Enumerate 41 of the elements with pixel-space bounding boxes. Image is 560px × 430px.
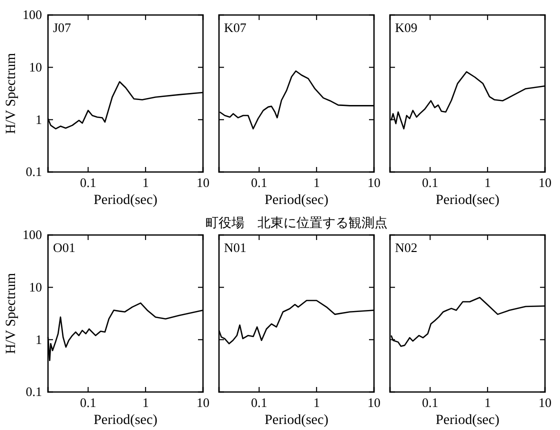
y-tick-label: 10 <box>29 59 42 74</box>
x-tick-label: 0.1 <box>251 175 268 190</box>
x-tick-label: 0.1 <box>251 395 268 410</box>
annotation: N01 <box>224 240 246 255</box>
x-tick-label: 0.1 <box>422 395 438 410</box>
y-tick-label: 1 <box>36 332 42 347</box>
annotation: K07 <box>224 20 247 35</box>
x-tick-label: 1 <box>142 175 149 190</box>
x-tick-label: 10 <box>538 175 552 190</box>
annotation: N02 <box>395 240 418 255</box>
x-axis-title: Period(sec) <box>264 413 329 428</box>
y-tick-label: 10 <box>29 279 42 294</box>
annotation: J07 <box>53 20 72 35</box>
x-tick-label: 10 <box>368 175 380 190</box>
x-axis-title: Period(sec) <box>94 193 158 208</box>
x-tick-label: 1 <box>313 175 320 190</box>
x-tick-label: 1 <box>142 395 149 410</box>
y-axis-title: H/V Spectrum <box>4 272 19 354</box>
x-tick-label: 0.1 <box>422 175 438 190</box>
x-tick-label: 10 <box>196 175 210 190</box>
x-tick-label: 10 <box>538 395 552 410</box>
y-tick-label: 0.1 <box>26 384 42 400</box>
x-tick-label: 1 <box>313 395 320 410</box>
x-tick-label: 1 <box>484 395 491 410</box>
x-axis-title: Period(sec) <box>264 193 329 208</box>
x-tick-label: 10 <box>368 395 380 410</box>
x-axis-title: Period(sec) <box>436 193 500 208</box>
x-tick-label: 10 <box>196 395 210 410</box>
y-tick-label: 100 <box>22 227 42 242</box>
y-tick-label: 100 <box>22 7 42 22</box>
x-tick-label: 1 <box>484 175 491 190</box>
x-axis-title: Period(sec) <box>94 413 158 428</box>
x-tick-label: 0.1 <box>80 175 96 190</box>
x-tick-label: 0.1 <box>80 395 96 410</box>
y-tick-label: 1 <box>36 112 42 127</box>
chart-title: 町役場 北東に位置する観測点 <box>206 215 388 230</box>
annotation: O01 <box>53 240 76 255</box>
y-axis-title: H/V Spectrum <box>4 52 19 134</box>
annotation: K09 <box>395 20 418 35</box>
x-axis-title: Period(sec) <box>436 413 500 428</box>
y-tick-label: 0.1 <box>26 164 42 180</box>
